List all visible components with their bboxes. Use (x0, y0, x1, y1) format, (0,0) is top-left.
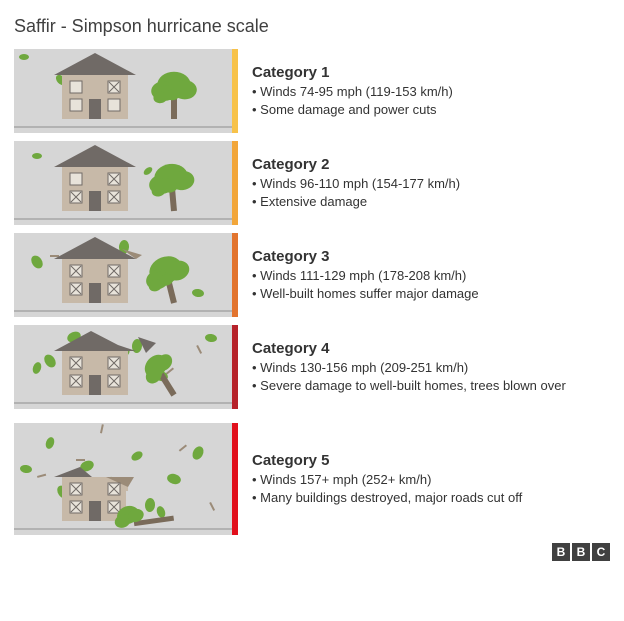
category-row: Category 1 • Winds 74-95 mph (119-153 km/… (14, 49, 610, 133)
category-bullet: • Winds 111-129 mph (178-208 km/h) (252, 267, 600, 285)
damage-illustration (14, 325, 232, 409)
page-title: Saffir - Simpson hurricane scale (14, 16, 610, 37)
category-bullet: • Winds 96-110 mph (154-177 km/h) (252, 175, 600, 193)
category-description: Category 5 • Winds 157+ mph (252+ km/h)• … (238, 423, 610, 535)
bbc-box-2: B (572, 543, 590, 561)
category-bullet: • Winds 74-95 mph (119-153 km/h) (252, 83, 600, 101)
category-title: Category 5 (252, 452, 600, 469)
category-description: Category 4 • Winds 130-156 mph (209-251 k… (238, 325, 610, 409)
damage-illustration (14, 49, 232, 133)
category-title: Category 4 (252, 340, 600, 357)
category-bullet: • Many buildings destroyed, major roads … (252, 489, 600, 507)
category-title: Category 3 (252, 248, 600, 265)
category-row: Category 4 • Winds 130-156 mph (209-251 k… (14, 325, 610, 409)
category-description: Category 3 • Winds 111-129 mph (178-208 k… (238, 233, 610, 317)
category-row: Category 5 • Winds 157+ mph (252+ km/h)• … (14, 423, 610, 535)
category-description: Category 2 • Winds 96-110 mph (154-177 km… (238, 141, 610, 225)
damage-illustration (14, 423, 232, 535)
category-row: Category 3 • Winds 111-129 mph (178-208 k… (14, 233, 610, 317)
category-bullet: • Winds 157+ mph (252+ km/h) (252, 471, 600, 489)
category-bullet: • Severe damage to well-built homes, tre… (252, 377, 600, 395)
damage-illustration (14, 233, 232, 317)
category-row: Category 2 • Winds 96-110 mph (154-177 km… (14, 141, 610, 225)
category-title: Category 1 (252, 64, 600, 81)
category-bullet: • Some damage and power cuts (252, 101, 600, 119)
damage-illustration (14, 141, 232, 225)
category-description: Category 1 • Winds 74-95 mph (119-153 km/… (238, 49, 610, 133)
source-logo: B B C (14, 543, 610, 561)
category-bullet: • Winds 130-156 mph (209-251 km/h) (252, 359, 600, 377)
category-bullet: • Well-built homes suffer major damage (252, 285, 600, 303)
bbc-box-1: B (552, 543, 570, 561)
bbc-box-3: C (592, 543, 610, 561)
category-bullet: • Extensive damage (252, 193, 600, 211)
category-title: Category 2 (252, 156, 600, 173)
